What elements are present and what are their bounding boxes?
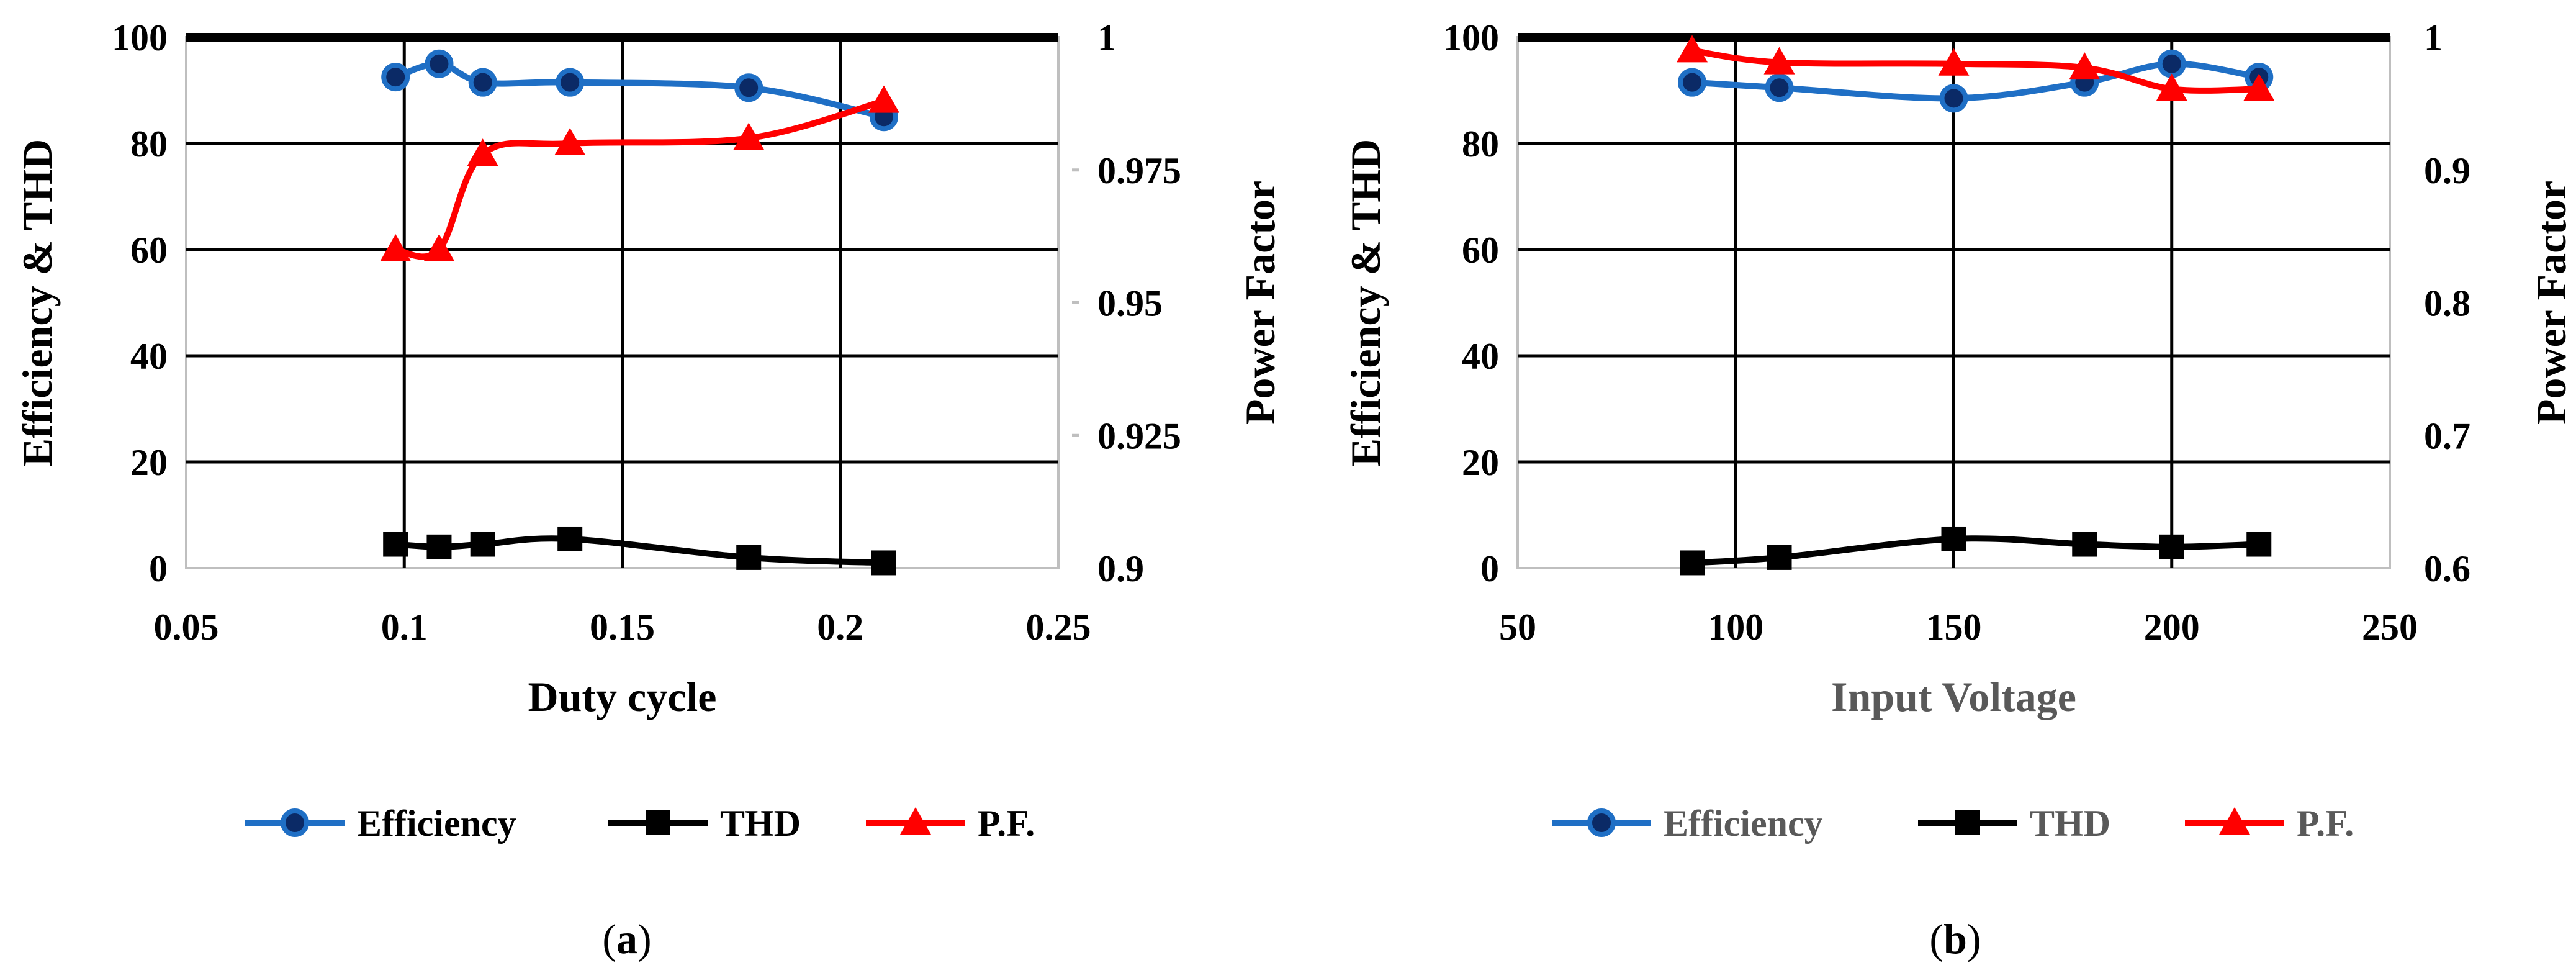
data-point-pf <box>868 85 899 113</box>
data-point-efficiency <box>1939 84 1968 113</box>
data-point-efficiency <box>1678 68 1706 97</box>
y-tick-label: 80 <box>130 124 168 165</box>
data-point-thd <box>2246 532 2272 557</box>
data-point-efficiency <box>2157 49 2186 78</box>
y-axis-title: Efficiency & THD <box>1342 139 1389 467</box>
y-tick-label: 60 <box>1462 230 1499 271</box>
legend-marker-pf <box>2219 807 2250 835</box>
legend-label-pf: P.F. <box>978 803 1035 844</box>
y2-tick-label: 0.8 <box>2424 283 2470 324</box>
data-point-efficiency <box>425 49 454 78</box>
legend-marker-pf <box>900 807 931 835</box>
data-point-pf <box>423 234 455 261</box>
x-tick-label: 200 <box>2144 607 2200 648</box>
y2-axis-title: Power Factor <box>1236 181 1284 425</box>
data-point-thd <box>2159 534 2184 559</box>
y2-tick-label: 0.9 <box>1097 548 1144 589</box>
data-point-pf <box>2069 52 2101 80</box>
figure-caption: (a) <box>602 915 651 962</box>
y2-tick-label: 1 <box>2424 17 2443 58</box>
y-tick-label: 20 <box>1462 442 1499 483</box>
y2-tick-label: 0.6 <box>2424 548 2470 589</box>
x-tick-label: 50 <box>1499 607 1536 648</box>
legend-label-thd: THD <box>2030 803 2110 844</box>
chart-a: 0 20 40 60 80 100 0.9 0.925 0.95 0.975 1 0.05 0.1 0.1… <box>14 17 1284 962</box>
y-tick-label: 60 <box>130 230 168 271</box>
data-point-pf <box>380 234 412 261</box>
data-point-thd <box>1680 550 1705 576</box>
x-tick-label: 0.15 <box>590 607 655 648</box>
legend-label-efficiency: Efficiency <box>357 803 516 844</box>
legend-label-pf: P.F. <box>2297 803 2354 844</box>
figure-caption: (b) <box>1929 915 1981 962</box>
x-axis-title: Input Voltage <box>1831 673 2076 720</box>
data-point-thd <box>871 550 896 576</box>
data-point-thd <box>383 532 408 557</box>
y2-tick-label: 0.9 <box>2424 150 2470 191</box>
y2-tick-label: 1 <box>1097 17 1116 58</box>
data-point-thd <box>470 532 495 557</box>
data-point-thd <box>2072 532 2097 557</box>
data-point-thd <box>1767 545 1792 570</box>
y-tick-label: 0 <box>149 548 168 589</box>
data-point-pf <box>2156 73 2187 101</box>
legend-marker-thd <box>1955 810 1980 835</box>
y-tick-label: 20 <box>130 442 168 483</box>
x-tick-label: 0.1 <box>381 607 428 648</box>
x-tick-label: 0.05 <box>154 607 219 648</box>
y2-tick-label: 0.7 <box>2424 415 2470 456</box>
data-point-thd <box>736 545 762 570</box>
legend-marker-efficiency <box>281 808 309 837</box>
data-point-pf <box>1677 35 1708 63</box>
data-point-pf <box>1763 47 1795 75</box>
y-tick-label: 40 <box>130 336 168 377</box>
y-tick-label: 100 <box>112 17 168 58</box>
x-tick-label: 0.25 <box>1026 607 1091 648</box>
data-point-pf <box>1938 48 1970 76</box>
data-point-efficiency <box>1765 73 1794 102</box>
y-tick-label: 0 <box>1480 548 1499 589</box>
x-tick-label: 0.2 <box>817 607 863 648</box>
data-point-efficiency <box>734 73 763 102</box>
x-tick-label: 100 <box>1708 607 1763 648</box>
data-point-efficiency <box>468 68 497 97</box>
y2-axis-title: Power Factor <box>2528 181 2575 425</box>
y-tick-label: 80 <box>1462 124 1499 165</box>
data-point-thd <box>557 526 583 551</box>
legend-marker-efficiency <box>1587 808 1616 837</box>
data-point-pf <box>554 128 586 155</box>
legend-marker-thd <box>646 810 670 835</box>
y-axis-title: Efficiency & THD <box>14 139 61 467</box>
data-point-thd <box>1941 526 1966 551</box>
y2-tick-label: 0.95 <box>1097 283 1163 324</box>
y-tick-label: 100 <box>1443 17 1499 58</box>
y2-tick-label: 0.975 <box>1097 150 1181 191</box>
data-point-pf <box>2243 73 2275 101</box>
x-tick-label: 250 <box>2362 607 2418 648</box>
y2-tick-label: 0.925 <box>1097 415 1181 456</box>
legend-label-thd: THD <box>720 803 801 844</box>
y-tick-label: 40 <box>1462 336 1499 377</box>
x-tick-label: 150 <box>1926 607 1982 648</box>
data-point-pf <box>733 122 765 150</box>
data-point-efficiency <box>556 68 585 97</box>
x-axis-title: Duty cycle <box>528 673 716 720</box>
legend-label-efficiency: Efficiency <box>1664 803 1823 844</box>
data-point-efficiency <box>381 63 410 92</box>
data-point-pf <box>467 138 498 166</box>
data-point-thd <box>426 534 452 559</box>
